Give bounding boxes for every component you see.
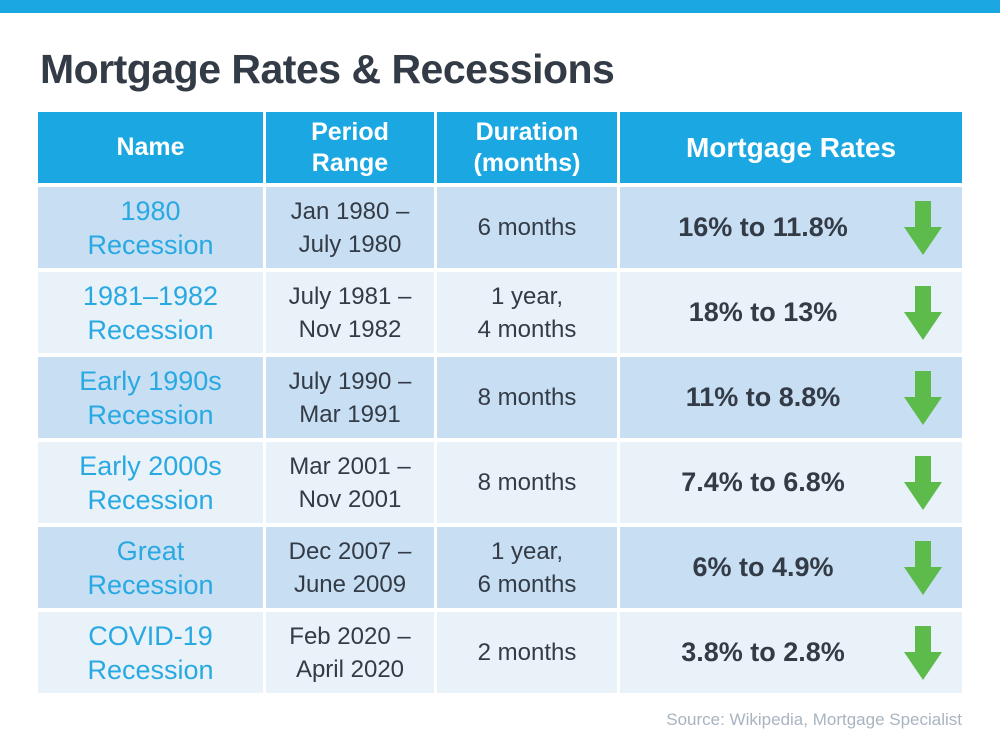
recession-name: 1980 Recession bbox=[38, 187, 263, 268]
mortgage-rates-cell: 11% to 8.8% bbox=[620, 357, 962, 438]
column-header-name: Name bbox=[38, 112, 263, 183]
table-row: COVID-19 Recession Feb 2020 – April 2020… bbox=[38, 612, 962, 693]
recession-name: Early 1990s Recession bbox=[38, 357, 263, 438]
period-range: July 1981 – Nov 1982 bbox=[266, 272, 434, 353]
page-title: Mortgage Rates & Recessions bbox=[40, 46, 615, 92]
table-row: 1981–1982 Recession July 1981 – Nov 1982… bbox=[38, 272, 962, 353]
recession-name: 1981–1982 Recession bbox=[38, 272, 263, 353]
mortgage-rates-cell: 18% to 13% bbox=[620, 272, 962, 353]
duration: 6 months bbox=[437, 187, 617, 268]
down-arrow-icon bbox=[904, 285, 942, 340]
mortgage-rates-cell: 7.4% to 6.8% bbox=[620, 442, 962, 523]
duration: 1 year, 6 months bbox=[437, 527, 617, 608]
recession-name: COVID-19 Recession bbox=[38, 612, 263, 693]
mortgage-rates-cell: 6% to 4.9% bbox=[620, 527, 962, 608]
period-range: Mar 2001 – Nov 2001 bbox=[266, 442, 434, 523]
duration: 1 year, 4 months bbox=[437, 272, 617, 353]
rate-change: 11% to 8.8% bbox=[685, 382, 841, 412]
rate-change: 16% to 11.8% bbox=[678, 212, 848, 242]
duration: 2 months bbox=[437, 612, 617, 693]
source-note: Source: Wikipedia, Mortgage Specialist bbox=[666, 710, 962, 729]
down-arrow-icon bbox=[904, 200, 942, 255]
period-range: Dec 2007 – June 2009 bbox=[266, 527, 434, 608]
mortgage-rates-cell: 3.8% to 2.8% bbox=[620, 612, 962, 693]
mortgage-rates-cell: 16% to 11.8% bbox=[620, 187, 962, 268]
down-arrow-icon bbox=[904, 455, 942, 510]
period-range: Feb 2020 – April 2020 bbox=[266, 612, 434, 693]
down-arrow-icon bbox=[904, 540, 942, 595]
period-range: Jan 1980 – July 1980 bbox=[266, 187, 434, 268]
table-row: Early 1990s Recession July 1990 – Mar 19… bbox=[38, 357, 962, 438]
recessions-table: Name Period Range Duration (months) Mort… bbox=[38, 112, 962, 693]
column-header-period-range: Period Range bbox=[266, 112, 434, 183]
rate-change: 3.8% to 2.8% bbox=[681, 637, 845, 667]
rate-change: 6% to 4.9% bbox=[692, 552, 834, 582]
top-accent-bar bbox=[0, 0, 1000, 13]
down-arrow-icon bbox=[904, 625, 942, 680]
table-row: Great Recession Dec 2007 – June 2009 1 y… bbox=[38, 527, 962, 608]
down-arrow-icon bbox=[904, 370, 942, 425]
column-header-duration: Duration (months) bbox=[437, 112, 617, 183]
table-row: 1980 Recession Jan 1980 – July 1980 6 mo… bbox=[38, 187, 962, 268]
period-range: July 1990 – Mar 1991 bbox=[266, 357, 434, 438]
duration: 8 months bbox=[437, 357, 617, 438]
recession-name: Great Recession bbox=[38, 527, 263, 608]
column-header-mortgage-rates: Mortgage Rates bbox=[620, 112, 962, 183]
table-row: Early 2000s Recession Mar 2001 – Nov 200… bbox=[38, 442, 962, 523]
duration: 8 months bbox=[437, 442, 617, 523]
rate-change: 7.4% to 6.8% bbox=[681, 467, 845, 497]
rate-change: 18% to 13% bbox=[688, 297, 838, 327]
recession-name: Early 2000s Recession bbox=[38, 442, 263, 523]
table-header-row: Name Period Range Duration (months) Mort… bbox=[38, 112, 962, 183]
